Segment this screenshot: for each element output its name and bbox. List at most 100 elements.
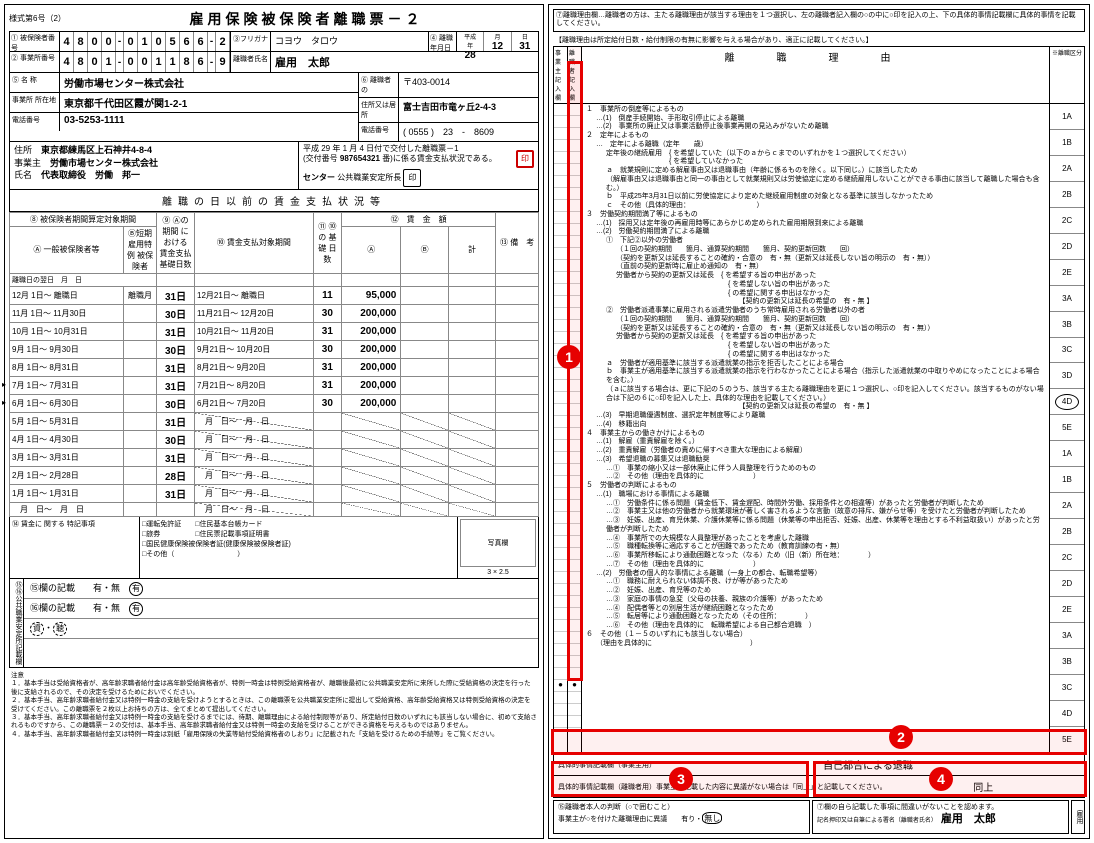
employee-checkbox[interactable]: [568, 572, 581, 584]
employee-checkbox[interactable]: [568, 164, 581, 176]
employee-checkbox[interactable]: [568, 128, 581, 140]
employer-checkbox[interactable]: [554, 380, 567, 392]
employer-checkbox[interactable]: [554, 428, 567, 440]
employee-checkbox[interactable]: [568, 560, 581, 572]
employee-checkbox[interactable]: [568, 548, 581, 560]
employee-checkbox[interactable]: [568, 452, 581, 464]
employee-checkbox[interactable]: [568, 584, 581, 596]
employer-checkbox[interactable]: [554, 284, 567, 296]
employer-checkbox[interactable]: [554, 104, 567, 116]
employee-checkbox[interactable]: [568, 536, 581, 548]
employee-checkbox[interactable]: [568, 260, 581, 272]
employer-checkbox[interactable]: [554, 272, 567, 284]
employer-checkbox[interactable]: [554, 260, 567, 272]
employer-checkbox[interactable]: [554, 512, 567, 524]
employee-checkbox[interactable]: [568, 620, 581, 632]
employee-checkbox[interactable]: [568, 404, 581, 416]
employee-checkbox[interactable]: [568, 176, 581, 188]
employer-checkbox[interactable]: [554, 656, 567, 668]
employer-checkbox[interactable]: [554, 392, 567, 404]
employee-checkbox[interactable]: [568, 152, 581, 164]
employer-checkbox[interactable]: [554, 332, 567, 344]
employee-checkbox[interactable]: [568, 416, 581, 428]
employer-checkbox[interactable]: [554, 644, 567, 656]
employee-checkbox[interactable]: [568, 392, 581, 404]
employer-checkbox[interactable]: [554, 176, 567, 188]
employer-checkbox[interactable]: [554, 296, 567, 308]
employee-checkbox[interactable]: [568, 704, 581, 716]
employee-checkbox[interactable]: [568, 284, 581, 296]
employer-checkbox[interactable]: [554, 680, 567, 692]
employee-checkbox[interactable]: [568, 104, 581, 116]
employer-checkbox[interactable]: [554, 500, 567, 512]
employer-checkbox[interactable]: [554, 620, 567, 632]
employer-checkbox[interactable]: [554, 632, 567, 644]
employer-checkbox[interactable]: [554, 164, 567, 176]
employee-checkbox[interactable]: [568, 200, 581, 212]
employer-checkbox[interactable]: [554, 248, 567, 260]
employee-checkbox[interactable]: [568, 212, 581, 224]
employer-checkbox[interactable]: [554, 440, 567, 452]
employee-checkbox[interactable]: [568, 608, 581, 620]
employer-checkbox[interactable]: [554, 212, 567, 224]
employer-checkbox[interactable]: [554, 536, 567, 548]
employer-checkbox[interactable]: [554, 416, 567, 428]
employee-checkbox[interactable]: [568, 380, 581, 392]
employer-checkbox[interactable]: [554, 224, 567, 236]
employee-checkbox[interactable]: [568, 332, 581, 344]
employee-checkbox[interactable]: [568, 596, 581, 608]
employer-checkbox[interactable]: [554, 608, 567, 620]
employee-checkbox[interactable]: [568, 272, 581, 284]
employee-checkbox[interactable]: [568, 236, 581, 248]
employer-checkbox[interactable]: [554, 452, 567, 464]
employee-checkbox[interactable]: [568, 512, 581, 524]
employee-checkbox[interactable]: [568, 716, 581, 728]
employer-checkbox[interactable]: [554, 464, 567, 476]
employee-checkbox[interactable]: [568, 368, 581, 380]
employee-checkbox[interactable]: [568, 488, 581, 500]
employee-checkbox[interactable]: [568, 500, 581, 512]
employee-checkbox[interactable]: [568, 116, 581, 128]
employer-checkbox[interactable]: [554, 596, 567, 608]
employer-checkbox[interactable]: [554, 236, 567, 248]
employee-checkbox[interactable]: [568, 440, 581, 452]
employee-checkbox[interactable]: [568, 632, 581, 644]
employer-checkbox[interactable]: [554, 560, 567, 572]
employer-checkbox[interactable]: [554, 692, 567, 704]
employee-checkbox[interactable]: [568, 296, 581, 308]
employee-checkbox[interactable]: [568, 248, 581, 260]
employee-checkbox[interactable]: [568, 524, 581, 536]
employer-checkbox[interactable]: [554, 704, 567, 716]
employer-checkbox[interactable]: [554, 116, 567, 128]
employer-checkbox[interactable]: [554, 716, 567, 728]
employer-checkbox[interactable]: [554, 308, 567, 320]
employer-checkbox[interactable]: [554, 584, 567, 596]
employee-checkbox[interactable]: [568, 464, 581, 476]
employer-checkbox[interactable]: [554, 140, 567, 152]
employer-checkbox[interactable]: [554, 368, 567, 380]
employee-checkbox[interactable]: [568, 428, 581, 440]
employer-checkbox[interactable]: [554, 548, 567, 560]
employer-checkbox[interactable]: [554, 524, 567, 536]
employee-checkbox[interactable]: [568, 140, 581, 152]
employee-checkbox[interactable]: [568, 476, 581, 488]
employer-checkbox[interactable]: [554, 476, 567, 488]
employee-checkbox[interactable]: [568, 680, 581, 692]
employer-checkbox[interactable]: [554, 572, 567, 584]
employee-checkbox[interactable]: [568, 308, 581, 320]
employer-checkbox[interactable]: [554, 668, 567, 680]
employee-checkbox[interactable]: [568, 188, 581, 200]
employer-checkbox[interactable]: [554, 200, 567, 212]
employer-checkbox[interactable]: [554, 488, 567, 500]
employer-checkbox[interactable]: [554, 128, 567, 140]
employee-checkbox[interactable]: [568, 692, 581, 704]
employee-checkbox[interactable]: [568, 320, 581, 332]
employer-checkbox[interactable]: [554, 320, 567, 332]
employee-checkbox[interactable]: [568, 224, 581, 236]
employer-checkbox[interactable]: [554, 188, 567, 200]
employer-checkbox[interactable]: [554, 152, 567, 164]
employee-checkbox[interactable]: [568, 656, 581, 668]
employee-checkbox[interactable]: [568, 644, 581, 656]
employer-checkbox[interactable]: [554, 404, 567, 416]
employee-checkbox[interactable]: [568, 668, 581, 680]
